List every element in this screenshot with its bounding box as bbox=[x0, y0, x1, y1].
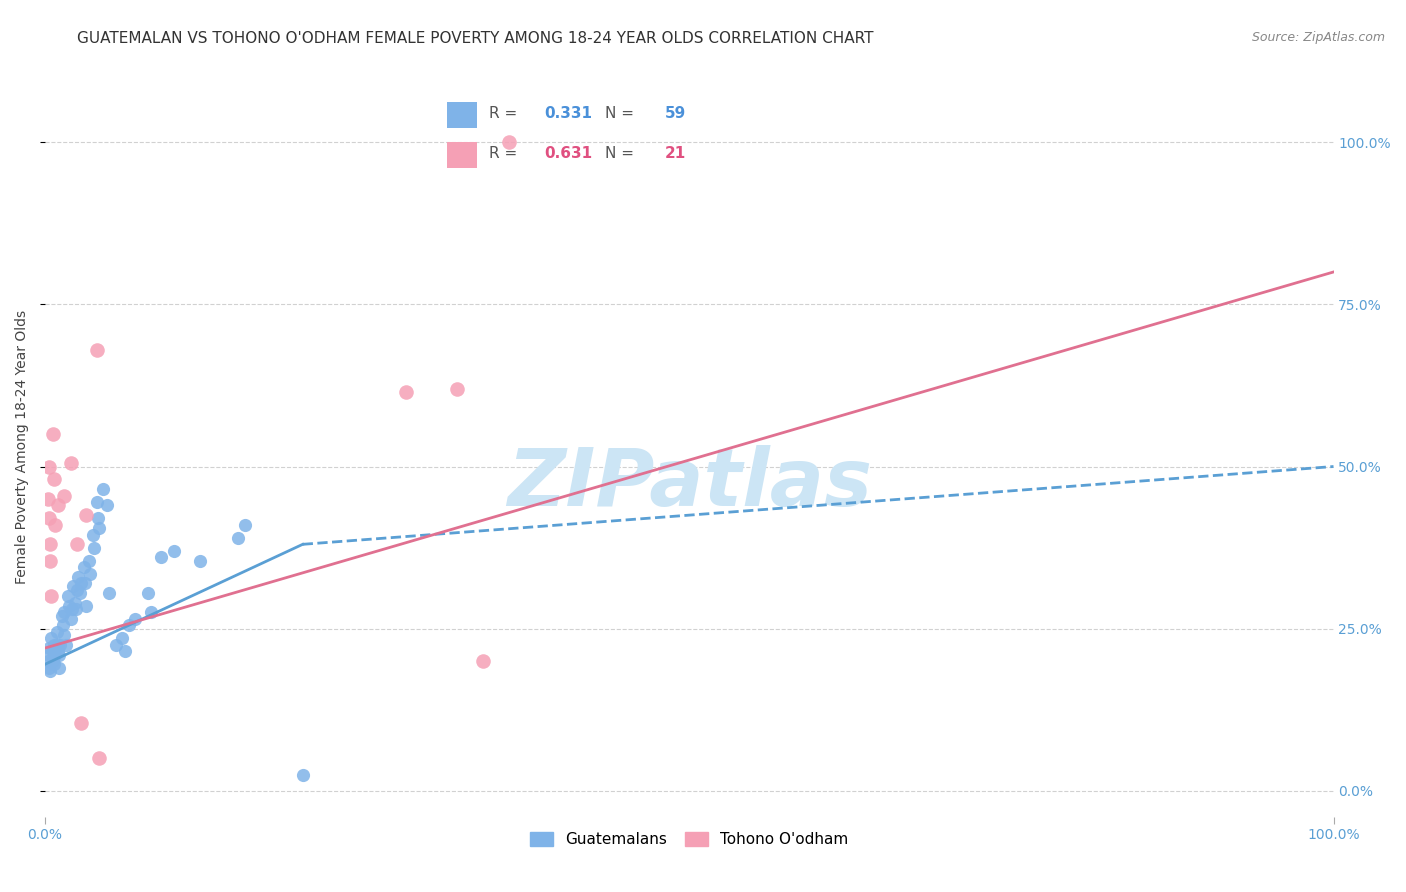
Point bbox=[139, 606, 162, 620]
Point bbox=[38, 511, 60, 525]
Point bbox=[42, 473, 65, 487]
Point bbox=[226, 531, 249, 545]
Point bbox=[291, 767, 314, 781]
Point bbox=[87, 751, 110, 765]
Point bbox=[41, 589, 63, 603]
Point bbox=[86, 495, 108, 509]
Point bbox=[45, 624, 67, 639]
Point bbox=[39, 664, 62, 678]
Point bbox=[69, 586, 91, 600]
Point bbox=[98, 586, 121, 600]
Point bbox=[65, 602, 87, 616]
Point bbox=[82, 527, 104, 541]
Point bbox=[67, 570, 90, 584]
Point bbox=[58, 599, 80, 613]
Point bbox=[70, 715, 93, 730]
Point bbox=[38, 641, 60, 656]
Point bbox=[41, 654, 63, 668]
Point bbox=[79, 566, 101, 581]
Point bbox=[77, 553, 100, 567]
Point bbox=[42, 657, 65, 672]
Point bbox=[118, 618, 141, 632]
Point bbox=[472, 654, 495, 668]
Point bbox=[41, 644, 63, 658]
Point bbox=[38, 459, 60, 474]
Point bbox=[52, 618, 75, 632]
Point bbox=[233, 517, 256, 532]
Point bbox=[75, 599, 97, 613]
Point bbox=[395, 384, 418, 399]
Point bbox=[75, 508, 97, 523]
Point bbox=[44, 517, 66, 532]
Point bbox=[136, 586, 159, 600]
Point bbox=[53, 628, 76, 642]
Point bbox=[114, 644, 136, 658]
Point bbox=[87, 521, 110, 535]
Text: Source: ZipAtlas.com: Source: ZipAtlas.com bbox=[1251, 31, 1385, 45]
Point bbox=[46, 499, 69, 513]
Point bbox=[46, 644, 69, 658]
Point bbox=[37, 648, 59, 662]
Y-axis label: Female Poverty Among 18-24 Year Olds: Female Poverty Among 18-24 Year Olds bbox=[15, 310, 30, 584]
Point bbox=[39, 553, 62, 567]
Point bbox=[42, 638, 65, 652]
Point bbox=[59, 456, 82, 470]
Point bbox=[55, 638, 77, 652]
Point bbox=[66, 537, 89, 551]
Point bbox=[163, 543, 186, 558]
Point bbox=[37, 491, 59, 506]
Point bbox=[91, 482, 114, 496]
Point bbox=[87, 511, 110, 525]
Legend: Guatemalans, Tohono O'odham: Guatemalans, Tohono O'odham bbox=[524, 826, 855, 854]
Point bbox=[73, 576, 96, 591]
Point bbox=[46, 638, 69, 652]
Point bbox=[83, 541, 105, 555]
Point bbox=[96, 499, 118, 513]
Point bbox=[72, 560, 94, 574]
Point bbox=[37, 654, 59, 668]
Point bbox=[149, 550, 172, 565]
Point bbox=[86, 343, 108, 357]
Point bbox=[51, 608, 73, 623]
Point bbox=[111, 632, 134, 646]
Point bbox=[104, 638, 127, 652]
Point bbox=[48, 660, 70, 674]
Point bbox=[498, 136, 520, 150]
Point bbox=[188, 553, 211, 567]
Point bbox=[124, 612, 146, 626]
Point bbox=[60, 602, 83, 616]
Point bbox=[53, 606, 76, 620]
Point bbox=[38, 660, 60, 674]
Point bbox=[53, 489, 76, 503]
Point bbox=[48, 648, 70, 662]
Point bbox=[49, 638, 72, 652]
Point bbox=[59, 612, 82, 626]
Point bbox=[41, 427, 63, 442]
Point bbox=[70, 576, 93, 591]
Point bbox=[39, 537, 62, 551]
Point bbox=[41, 632, 63, 646]
Point bbox=[66, 582, 89, 597]
Point bbox=[63, 596, 86, 610]
Point bbox=[446, 382, 468, 396]
Text: GUATEMALAN VS TOHONO O'ODHAM FEMALE POVERTY AMONG 18-24 YEAR OLDS CORRELATION CH: GUATEMALAN VS TOHONO O'ODHAM FEMALE POVE… bbox=[77, 31, 875, 46]
Point bbox=[56, 589, 79, 603]
Text: ZIPatlas: ZIPatlas bbox=[506, 445, 872, 523]
Point bbox=[44, 648, 66, 662]
Point bbox=[62, 579, 84, 593]
